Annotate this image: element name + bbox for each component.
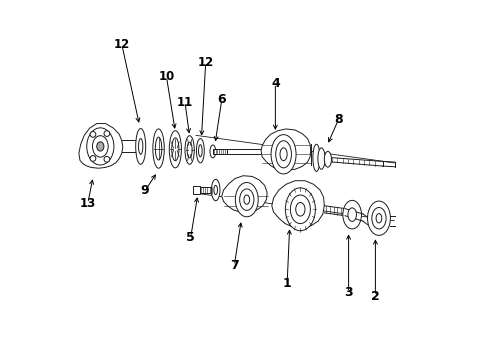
Ellipse shape — [172, 138, 179, 161]
Ellipse shape — [348, 208, 356, 221]
Ellipse shape — [368, 201, 391, 235]
Bar — [213, 149, 227, 154]
Ellipse shape — [187, 142, 192, 158]
Ellipse shape — [93, 136, 108, 157]
Ellipse shape — [97, 142, 104, 151]
Ellipse shape — [318, 148, 325, 169]
Ellipse shape — [104, 131, 110, 136]
Ellipse shape — [235, 183, 258, 217]
Text: 6: 6 — [218, 93, 226, 106]
Ellipse shape — [185, 136, 194, 164]
Ellipse shape — [244, 195, 249, 204]
Ellipse shape — [372, 207, 386, 229]
Ellipse shape — [324, 152, 331, 167]
Ellipse shape — [296, 203, 305, 216]
Text: 11: 11 — [177, 96, 193, 109]
Ellipse shape — [90, 131, 96, 137]
Polygon shape — [222, 176, 267, 212]
Text: 13: 13 — [80, 197, 96, 210]
Ellipse shape — [153, 129, 164, 168]
Bar — [200, 187, 214, 193]
Ellipse shape — [343, 201, 362, 229]
Text: 3: 3 — [344, 286, 353, 299]
Ellipse shape — [90, 156, 96, 161]
Text: 10: 10 — [158, 70, 174, 83]
Text: 4: 4 — [271, 77, 280, 90]
Text: 9: 9 — [141, 184, 149, 197]
Ellipse shape — [211, 179, 220, 201]
Ellipse shape — [376, 213, 382, 223]
Ellipse shape — [155, 137, 162, 160]
Ellipse shape — [291, 195, 310, 224]
Text: 2: 2 — [371, 289, 380, 303]
Ellipse shape — [276, 141, 292, 168]
Ellipse shape — [313, 144, 320, 171]
Ellipse shape — [280, 148, 287, 161]
Text: 1: 1 — [283, 277, 292, 290]
Ellipse shape — [136, 129, 146, 164]
Text: 12: 12 — [114, 38, 130, 51]
Ellipse shape — [169, 131, 181, 168]
Ellipse shape — [104, 157, 110, 162]
Ellipse shape — [139, 139, 143, 154]
Ellipse shape — [210, 145, 216, 158]
Ellipse shape — [240, 189, 254, 210]
Text: 5: 5 — [186, 231, 195, 244]
Polygon shape — [272, 181, 324, 228]
Text: 7: 7 — [230, 259, 239, 272]
Ellipse shape — [198, 145, 202, 157]
Text: 12: 12 — [197, 55, 214, 69]
Polygon shape — [79, 123, 123, 168]
Ellipse shape — [271, 135, 296, 174]
Bar — [193, 186, 200, 194]
Text: 8: 8 — [334, 113, 343, 126]
Ellipse shape — [214, 185, 218, 195]
Ellipse shape — [285, 188, 316, 231]
Ellipse shape — [87, 128, 114, 165]
Ellipse shape — [196, 139, 204, 163]
Polygon shape — [261, 129, 311, 170]
